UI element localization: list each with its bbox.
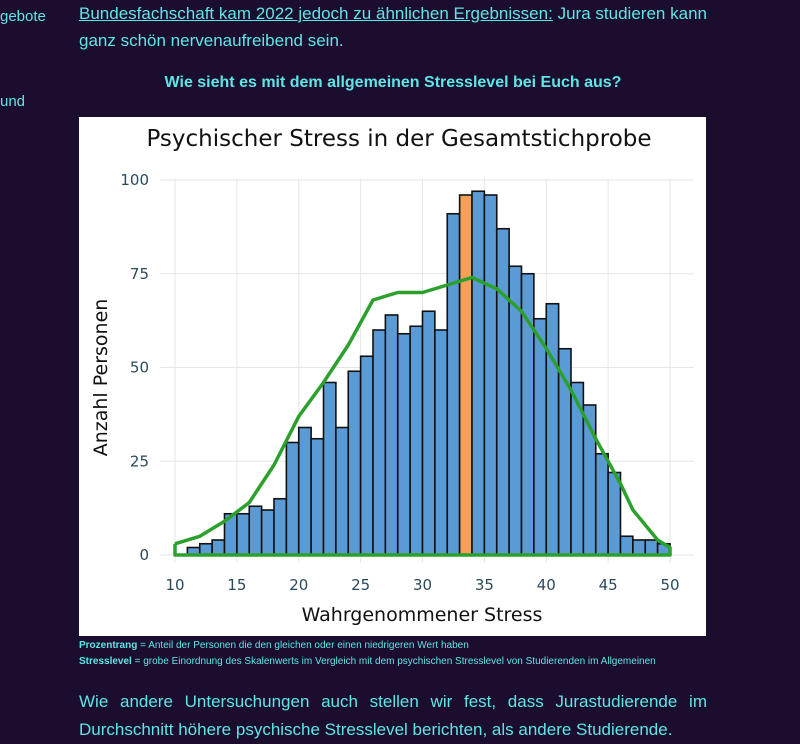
y-tick-label: 50 bbox=[130, 359, 149, 377]
histogram-bar bbox=[297, 426, 312, 556]
note-stresslevel: Stresslevel = grobe Einordnung des Skale… bbox=[79, 654, 719, 670]
x-tick-label: 35 bbox=[475, 576, 494, 594]
note-percentile-text: = Anteil der Personen die den gleichen o… bbox=[137, 640, 469, 651]
x-tick-labels: 10 15 20 25 30 35 40 45 50 bbox=[165, 576, 679, 594]
histogram-bar bbox=[619, 535, 634, 556]
histogram-bar bbox=[347, 370, 362, 556]
histogram-bar bbox=[335, 426, 350, 556]
section-question: Wie sieht es mit dem allgemeinen Stressl… bbox=[164, 74, 622, 91]
histogram-bar bbox=[384, 314, 399, 556]
histogram-bar bbox=[310, 437, 325, 556]
note-percentile: Prozentrang = Anteil der Personen die de… bbox=[79, 638, 719, 654]
x-tick-label: 50 bbox=[660, 576, 679, 594]
histogram-bar bbox=[632, 539, 647, 556]
histogram-bar bbox=[273, 497, 288, 556]
y-tick-label: 0 bbox=[139, 546, 149, 564]
density-curve-line bbox=[173, 275, 672, 557]
histogram-bar bbox=[483, 194, 498, 556]
outro-paragraph: Wie andere Untersuchungen auch stellen w… bbox=[79, 692, 707, 739]
y-tick-label: 25 bbox=[130, 452, 149, 470]
chart-svg: Psychischer Stress in der Gesamtstichpro… bbox=[90, 126, 694, 626]
y-tick-labels: 0 25 50 75 100 bbox=[120, 171, 149, 564]
x-tick-label: 15 bbox=[227, 576, 246, 594]
histogram-bar bbox=[322, 381, 337, 556]
sidebar-fragment-1[interactable]: gebote bbox=[0, 8, 46, 25]
histogram-bar bbox=[594, 452, 609, 556]
histogram-bar bbox=[260, 509, 275, 556]
histogram-bars bbox=[186, 190, 671, 556]
y-tick-label: 100 bbox=[120, 171, 149, 189]
x-tick-label: 20 bbox=[289, 576, 308, 594]
histogram-bar bbox=[285, 441, 300, 556]
x-tick-label: 25 bbox=[351, 576, 370, 594]
chart-notes: Prozentrang = Anteil der Personen die de… bbox=[79, 638, 719, 670]
histogram-bar bbox=[545, 302, 560, 556]
x-tick-label: 45 bbox=[599, 576, 618, 594]
histogram-bar bbox=[211, 539, 226, 556]
stress-histogram-chart: Psychischer Stress in der Gesamtstichpro… bbox=[79, 117, 706, 636]
histogram-bar bbox=[644, 539, 659, 556]
histogram-bar bbox=[421, 310, 436, 556]
histogram-bar bbox=[471, 190, 486, 556]
histogram-bar bbox=[248, 505, 263, 556]
note-stresslevel-term: Stresslevel bbox=[79, 656, 132, 667]
note-percentile-term: Prozentrang bbox=[79, 640, 138, 651]
density-curve bbox=[173, 275, 672, 557]
histogram-bar bbox=[446, 212, 461, 556]
x-tick-label: 10 bbox=[165, 576, 184, 594]
intro-text: Jura studieren kann ganz schön nervenauf… bbox=[79, 4, 707, 50]
histogram-bar bbox=[409, 325, 424, 556]
histogram-bar bbox=[607, 471, 622, 556]
x-tick-label: 40 bbox=[537, 576, 556, 594]
chart-title: Psychischer Stress in der Gesamtstichpro… bbox=[146, 126, 651, 152]
histogram-bar bbox=[396, 332, 411, 556]
histogram-bar bbox=[533, 317, 548, 556]
x-axis-label: Wahrgenommener Stress bbox=[302, 604, 543, 626]
intro-paragraph: Bundesfachschaft kam 2022 jedoch zu ähnl… bbox=[79, 0, 707, 54]
y-tick-label: 75 bbox=[130, 265, 149, 283]
histogram-bar bbox=[458, 194, 473, 556]
note-stresslevel-text: = grobe Einordnung des Skalenwerts im Ve… bbox=[131, 656, 656, 667]
histogram-bar bbox=[434, 329, 449, 556]
histogram-bar bbox=[359, 355, 374, 556]
sidebar-fragment-2[interactable]: und bbox=[0, 93, 26, 110]
histogram-bar bbox=[236, 512, 251, 556]
histogram-bar bbox=[495, 227, 510, 556]
histogram-bar bbox=[372, 329, 387, 556]
y-axis-label: Anzahl Personen bbox=[90, 299, 112, 457]
x-tick-label: 30 bbox=[413, 576, 432, 594]
source-link[interactable]: Bundesfachschaft kam 2022 jedoch zu ähnl… bbox=[79, 4, 553, 23]
